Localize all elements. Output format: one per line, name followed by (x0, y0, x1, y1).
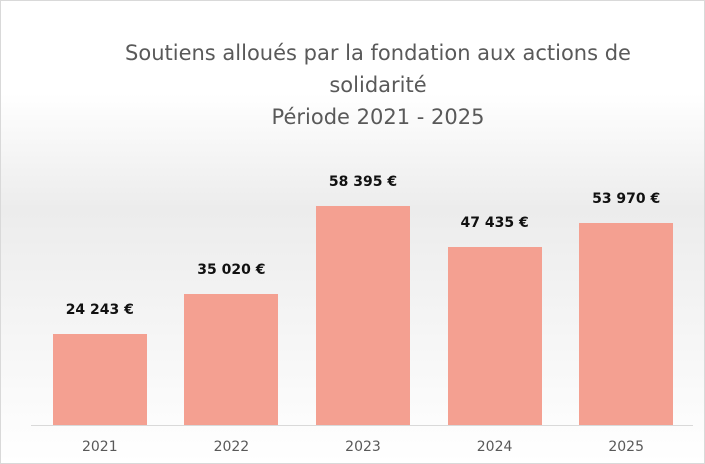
x-tick-label: 2024 (476, 439, 513, 455)
x-tick-label: 2025 (608, 439, 644, 455)
bar (316, 206, 410, 425)
chart-title: Soutiens alloués par la fondation aux ac… (125, 41, 631, 97)
data-label: 35 020 € (197, 261, 266, 278)
data-label: 53 970 € (592, 190, 661, 207)
x-tick-label: 2023 (345, 439, 381, 455)
x-axis-line (31, 425, 693, 426)
bar (184, 293, 279, 425)
data-label: 47 435 € (460, 215, 529, 232)
bar (52, 334, 147, 425)
data-label: 24 243 € (65, 302, 134, 319)
x-tick-label: 2021 (81, 439, 118, 455)
x-tick-label: 2022 (213, 439, 250, 455)
bar (579, 222, 674, 425)
chart-subtitle: Période 2021 - 2025 (271, 105, 485, 129)
data-label: 58 395 € (328, 174, 398, 190)
bar (447, 247, 542, 425)
